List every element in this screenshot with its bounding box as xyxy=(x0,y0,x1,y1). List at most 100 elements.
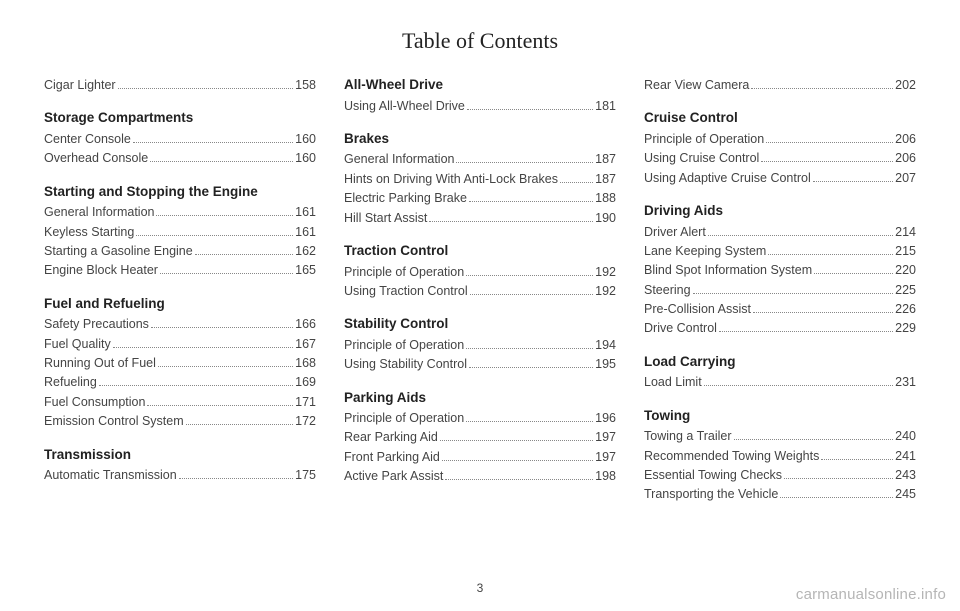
toc-leader-dots xyxy=(469,359,593,368)
toc-entry: Starting a Gasoline Engine162 xyxy=(44,242,316,261)
toc-entry-label: Recommended Towing Weights xyxy=(644,448,819,464)
toc-section-heading: All-Wheel Drive xyxy=(344,76,616,94)
toc-entry: Recommended Towing Weights241 xyxy=(644,447,916,466)
toc-entry-label: Keyless Starting xyxy=(44,224,134,240)
toc-entry-label: Transporting the Vehicle xyxy=(644,486,778,502)
toc-entry-label: Engine Block Heater xyxy=(44,262,158,278)
toc-leader-dots xyxy=(753,304,893,313)
toc-leader-dots xyxy=(151,320,293,329)
toc-entry: Using Adaptive Cruise Control 207 xyxy=(644,169,916,188)
toc-entry: Center Console160 xyxy=(44,130,316,149)
toc-entry-label: Overhead Console xyxy=(44,150,148,166)
toc-entry-label: Using Cruise Control xyxy=(644,150,759,166)
toc-entry-label: Drive Control xyxy=(644,320,717,336)
toc-entry-label: Steering xyxy=(644,282,691,298)
toc-entry-page: 187 xyxy=(595,170,616,189)
toc-entry-page: 195 xyxy=(595,355,616,374)
toc-entry: Active Park Assist198 xyxy=(344,467,616,486)
toc-entry: General Information187 xyxy=(344,150,616,169)
toc-entry-label: Front Parking Aid xyxy=(344,449,440,465)
toc-entry-label: Driver Alert xyxy=(644,224,706,240)
toc-leader-dots xyxy=(442,452,593,461)
toc-entry: Principle of Operation196 xyxy=(344,409,616,428)
toc-entry-label: Hints on Driving With Anti-Lock Brakes xyxy=(344,171,558,187)
toc-leader-dots xyxy=(708,227,893,236)
toc-entry-page: 207 xyxy=(895,169,916,188)
toc-entry-label: General Information xyxy=(44,204,154,220)
toc-entry-page: 240 xyxy=(895,427,916,446)
toc-entry-page: 202 xyxy=(895,76,916,95)
toc-columns: Cigar Lighter158 Storage Compartments Cent… xyxy=(0,76,960,505)
toc-entry-label: Automatic Transmission xyxy=(44,467,177,483)
toc-entry: Rear Parking Aid197 xyxy=(344,428,616,447)
toc-leader-dots xyxy=(99,378,293,387)
toc-entry-page: 181 xyxy=(595,97,616,116)
toc-entry: Fuel Consumption171 xyxy=(44,393,316,412)
toc-entry-label: Refueling xyxy=(44,374,97,390)
toc-entry-page: 197 xyxy=(595,448,616,467)
toc-leader-dots xyxy=(150,154,293,163)
toc-entry-page: 175 xyxy=(295,466,316,485)
toc-section-heading: Towing xyxy=(644,407,916,425)
toc-leader-dots xyxy=(470,286,593,295)
toc-leader-dots xyxy=(704,378,893,387)
toc-entry-label: Principle of Operation xyxy=(344,264,464,280)
toc-entry: Overhead Console160 xyxy=(44,149,316,168)
toc-section-heading: Cruise Control xyxy=(644,109,916,127)
toc-entry: Hill Start Assist190 xyxy=(344,209,616,228)
toc-entry-page: 161 xyxy=(295,203,316,222)
toc-entry-page: 165 xyxy=(295,261,316,280)
toc-entry-page: 194 xyxy=(595,336,616,355)
toc-entry-page: 167 xyxy=(295,335,316,354)
toc-entry: Fuel Quality 167 xyxy=(44,335,316,354)
toc-entry-page: 206 xyxy=(895,149,916,168)
toc-leader-dots xyxy=(467,101,593,110)
toc-entry-page: 168 xyxy=(295,354,316,373)
toc-entry-label: Safety Precautions xyxy=(44,316,149,332)
toc-entry: Drive Control229 xyxy=(644,319,916,338)
toc-column-2: All-Wheel DriveUsing All-Wheel Drive181B… xyxy=(344,76,616,505)
toc-entry-page: 192 xyxy=(595,263,616,282)
toc-entry-label: Fuel Quality xyxy=(44,336,111,352)
toc-entry-page: 220 xyxy=(895,261,916,280)
toc-entry-label: Using Adaptive Cruise Control xyxy=(644,170,811,186)
toc-entry-page: 169 xyxy=(295,373,316,392)
toc-entry-page: 166 xyxy=(295,315,316,334)
toc-entry: Running Out of Fuel 168 xyxy=(44,354,316,373)
toc-entry-page: 206 xyxy=(895,130,916,149)
toc-leader-dots xyxy=(761,154,893,163)
toc-entry: Using Stability Control195 xyxy=(344,355,616,374)
toc-section-heading: Load Carrying xyxy=(644,353,916,371)
toc-entry-label: Running Out of Fuel xyxy=(44,355,156,371)
watermark: carmanualsonline.info xyxy=(796,586,946,603)
toc-entry-label: General Information xyxy=(344,151,454,167)
toc-leader-dots xyxy=(179,470,293,479)
toc-entry-page: 172 xyxy=(295,412,316,431)
toc-entry: Principle of Operation206 xyxy=(644,130,916,149)
toc-section-heading: Storage Compartments xyxy=(44,109,316,127)
toc-leader-dots xyxy=(118,80,294,89)
toc-leader-dots xyxy=(751,80,893,89)
toc-entry: Cigar Lighter158 xyxy=(44,76,316,95)
toc-entry: Pre-Collision Assist226 xyxy=(644,300,916,319)
toc-entry-label: Load Limit xyxy=(644,374,702,390)
toc-leader-dots xyxy=(186,416,294,425)
toc-entry-label: Hill Start Assist xyxy=(344,210,427,226)
toc-entry: Towing a Trailer240 xyxy=(644,427,916,446)
toc-column-1: Cigar Lighter158 Storage Compartments Cent… xyxy=(44,76,316,505)
toc-entry-label: Principle of Operation xyxy=(344,337,464,353)
toc-entry-page: 215 xyxy=(895,242,916,261)
toc-leader-dots xyxy=(136,227,293,236)
toc-leader-dots xyxy=(456,155,593,164)
toc-leader-dots xyxy=(466,413,593,422)
toc-entry: Principle of Operation 192 xyxy=(344,263,616,282)
toc-entry-page: 243 xyxy=(895,466,916,485)
toc-entry-page: 214 xyxy=(895,223,916,242)
toc-section-heading: Stability Control xyxy=(344,315,616,333)
toc-section-heading: Brakes xyxy=(344,130,616,148)
toc-leader-dots xyxy=(440,433,593,442)
toc-leader-dots xyxy=(466,267,593,276)
toc-leader-dots xyxy=(195,246,293,255)
toc-entry-page: 188 xyxy=(595,189,616,208)
toc-entry: Using Cruise Control 206 xyxy=(644,149,916,168)
